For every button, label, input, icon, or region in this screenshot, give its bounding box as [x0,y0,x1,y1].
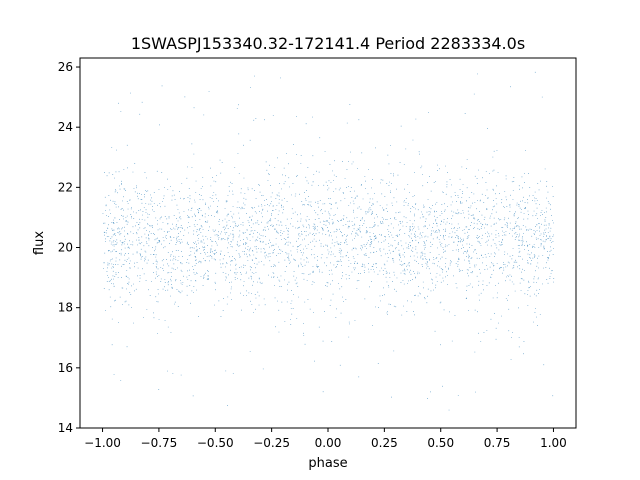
x-axis-label: phase [308,456,347,471]
y-tick-label: 26 [58,60,73,74]
x-tick-label: 0.75 [484,436,511,450]
y-tick-label: 22 [58,180,73,194]
y-tick-label: 16 [58,361,73,375]
x-tick-label: −0.25 [253,436,290,450]
y-axis-label: flux [32,231,47,255]
x-tick-label: 0.00 [315,436,342,450]
y-tick-label: 20 [58,241,73,255]
y-tick-label: 18 [58,301,73,315]
x-tick-label: 0.25 [371,436,398,450]
x-tick-label: 0.50 [427,436,454,450]
x-axis: −1.00 −0.75 −0.50 −0.25 0.00 0.25 0.50 0.75 1.00 [84,428,567,450]
x-tick-label: −0.75 [141,436,178,450]
x-tick-label: −1.00 [84,436,121,450]
x-tick-label: −0.50 [197,436,234,450]
y-tick-label: 24 [58,120,73,134]
chart-title: 1SWASPJ153340.32-172141.4 Period 2283334… [131,34,525,53]
x-tick-label: 1.00 [540,436,567,450]
y-tick-label: 14 [58,421,73,435]
y-axis: 14 16 18 20 22 24 26 [58,60,80,435]
